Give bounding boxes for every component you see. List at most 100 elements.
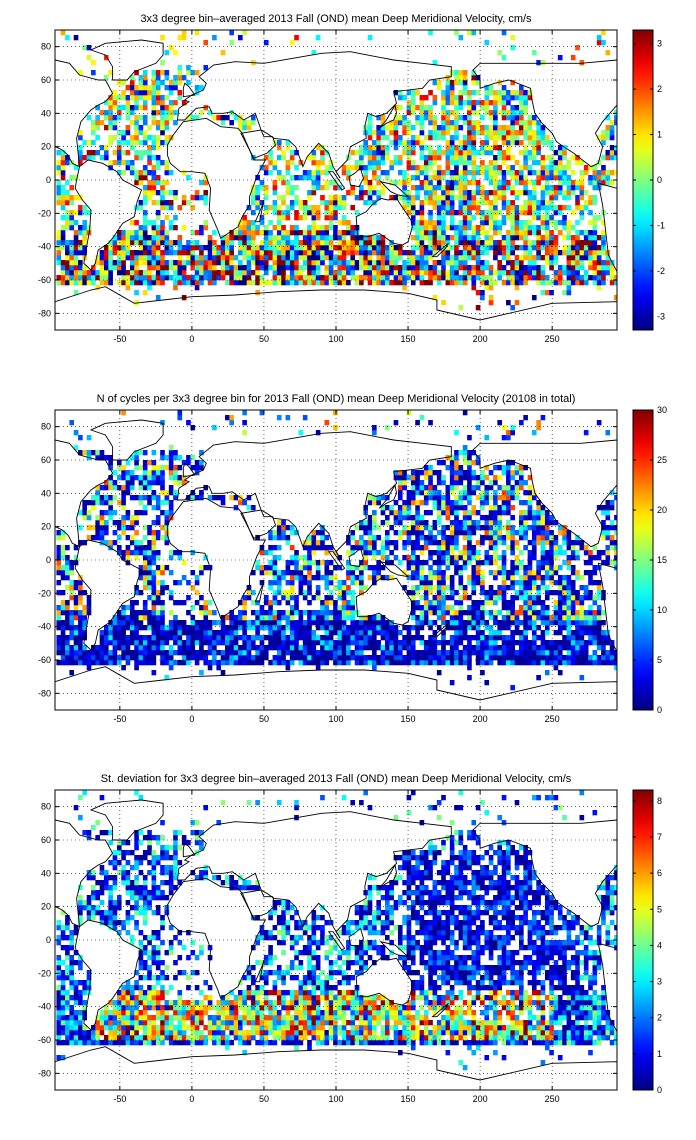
heatmap-cell xyxy=(566,230,572,236)
heatmap-cell xyxy=(320,260,325,266)
heatmap-cell xyxy=(415,655,420,661)
heatmap-cell xyxy=(142,575,148,581)
heatmap-cell xyxy=(497,155,503,161)
heatmap-cell xyxy=(488,115,494,121)
heatmap-cell xyxy=(570,610,576,616)
heatmap-cell xyxy=(393,255,399,261)
heatmap-cell xyxy=(423,115,429,121)
heatmap-cell xyxy=(116,105,122,111)
heatmap-cell xyxy=(311,235,317,241)
heatmap-cell xyxy=(462,210,468,216)
heatmap-cell xyxy=(242,230,247,236)
heatmap-cell xyxy=(320,275,325,281)
heatmap-cell xyxy=(519,230,524,236)
heatmap-cell xyxy=(138,230,144,236)
heatmap-cell xyxy=(432,195,438,201)
heatmap-cell xyxy=(199,265,204,271)
heatmap-cell xyxy=(155,190,161,196)
heatmap-cell xyxy=(506,620,511,626)
heatmap-cell xyxy=(69,610,75,616)
x-tick-label: 200 xyxy=(473,334,488,344)
heatmap-cell xyxy=(121,625,126,631)
heatmap-cell xyxy=(298,570,304,576)
heatmap-cell xyxy=(419,640,425,646)
heatmap-cell xyxy=(445,655,451,661)
heatmap-cell xyxy=(281,255,286,261)
heatmap-cell xyxy=(315,615,321,621)
heatmap-cell xyxy=(367,620,373,626)
heatmap-cell xyxy=(56,230,62,236)
heatmap-cell xyxy=(289,630,295,636)
heatmap-cell xyxy=(372,165,377,171)
heatmap-cell xyxy=(259,255,265,261)
heatmap-cell xyxy=(372,185,377,191)
heatmap-cell xyxy=(570,600,576,606)
x-tick-label: 100 xyxy=(328,334,343,344)
heatmap-cell xyxy=(609,145,615,151)
heatmap-cell xyxy=(393,145,399,151)
heatmap-cell xyxy=(315,185,321,191)
coastline xyxy=(472,59,617,168)
heatmap-cell xyxy=(56,190,62,196)
heatmap-cell xyxy=(328,255,334,261)
heatmap-cell xyxy=(315,230,321,236)
heatmap-cell xyxy=(91,130,96,136)
heatmap-cell xyxy=(147,570,152,576)
heatmap-cell xyxy=(575,155,580,161)
heatmap-cell xyxy=(575,640,580,646)
heatmap-cell xyxy=(155,110,161,116)
heatmap-cell xyxy=(540,190,546,196)
heatmap-cell xyxy=(601,635,606,641)
heatmap-cell xyxy=(151,275,157,281)
heatmap-cell xyxy=(523,120,528,126)
heatmap-cell xyxy=(372,620,377,626)
heatmap-cell xyxy=(250,635,256,641)
heatmap-cell xyxy=(419,155,425,161)
heatmap-cell xyxy=(540,265,546,271)
heatmap-cell xyxy=(142,120,148,126)
heatmap-cell xyxy=(519,585,524,591)
heatmap-cell xyxy=(359,245,364,251)
heatmap-cell xyxy=(138,250,144,256)
heatmap-cell xyxy=(570,595,576,601)
heatmap-cell xyxy=(527,650,533,656)
heatmap-cell xyxy=(328,560,334,566)
heatmap-cell xyxy=(432,220,438,226)
heatmap-cell xyxy=(311,650,317,656)
heatmap-cell xyxy=(445,170,451,176)
heatmap-cell xyxy=(519,280,524,286)
heatmap-cell xyxy=(531,595,537,601)
heatmap-cell xyxy=(527,570,533,576)
heatmap-cell xyxy=(164,115,170,121)
heatmap-cell xyxy=(268,150,273,156)
heatmap-cell xyxy=(359,635,364,641)
heatmap-cell xyxy=(112,650,118,656)
heatmap-cell xyxy=(298,625,304,631)
heatmap-cell xyxy=(536,205,541,211)
heatmap-cell xyxy=(311,635,317,641)
heatmap-cell xyxy=(488,635,494,641)
heatmap-cell xyxy=(544,560,550,566)
heatmap-cell xyxy=(367,625,373,631)
heatmap-cell xyxy=(168,170,174,176)
heatmap-cell xyxy=(311,645,317,651)
heatmap-cell xyxy=(423,250,429,256)
heatmap-cell xyxy=(281,640,286,646)
heatmap-cell xyxy=(60,275,66,281)
heatmap-cell xyxy=(372,145,377,151)
heatmap-cell xyxy=(82,205,87,211)
heatmap-cell xyxy=(151,155,157,161)
heatmap-cell xyxy=(199,195,204,201)
heatmap-cell xyxy=(268,565,273,571)
heatmap-cell xyxy=(346,565,351,571)
heatmap-cell xyxy=(575,550,580,556)
heatmap-cell xyxy=(423,600,429,606)
heatmap-cell xyxy=(333,615,338,621)
heatmap-cell xyxy=(419,165,425,171)
heatmap-cell xyxy=(376,660,381,666)
heatmap-cell xyxy=(458,195,464,201)
heatmap-cell xyxy=(242,630,247,636)
heatmap-cell xyxy=(471,180,477,186)
heatmap-cell xyxy=(384,170,390,176)
heatmap-cell xyxy=(272,545,278,551)
